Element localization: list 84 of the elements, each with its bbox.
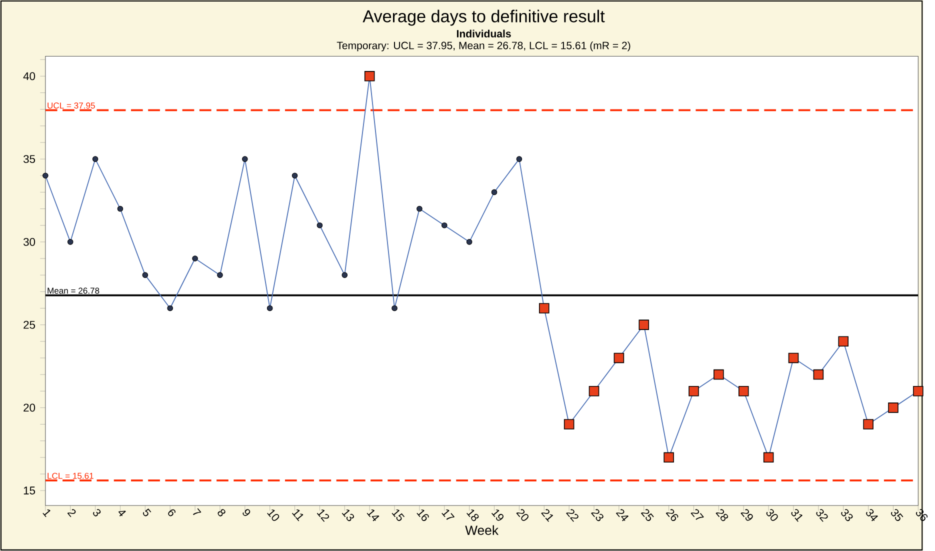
point [688, 386, 699, 396]
x-tick-label: 5 [142, 508, 152, 516]
x-tick-label: 10 [267, 509, 280, 521]
chart-subtitle: Individuals [456, 30, 511, 38]
x-tick-label: 34 [866, 509, 878, 522]
y-tick-label: 30 [23, 238, 36, 246]
x-tick-label: 12 [316, 510, 330, 522]
x-tick-label: 35 [891, 509, 904, 522]
x-tick-label: 31 [791, 509, 802, 522]
point [491, 189, 498, 196]
x-tick-label: 18 [466, 509, 479, 522]
ref-line-label: UCL = 37.95 [48, 102, 95, 109]
x-tick-label: 15 [392, 509, 405, 522]
point [42, 172, 48, 179]
point [913, 386, 924, 396]
x-tick-label: 33 [841, 509, 853, 522]
x-tick-label: 2 [67, 509, 76, 518]
y-tick-label: 20 [24, 404, 36, 412]
x-tick-label: 7 [192, 508, 202, 516]
x-tick-label: 3 [93, 509, 101, 516]
point [92, 156, 98, 162]
point [167, 305, 173, 312]
x-tick-label: 22 [566, 509, 578, 522]
x-tick-label: 17 [442, 509, 455, 520]
point [539, 303, 550, 314]
x-axis-title: Week [465, 525, 499, 536]
point [714, 369, 724, 380]
point [516, 156, 522, 162]
point [466, 239, 472, 245]
x-tick-label: 24 [616, 509, 629, 522]
point [316, 222, 323, 228]
point [788, 352, 799, 364]
point [416, 206, 422, 212]
point [292, 172, 298, 179]
ref-line-label: Mean = 26.78 [48, 288, 100, 294]
point [738, 386, 749, 396]
point [638, 320, 650, 330]
point [614, 352, 624, 364]
point [888, 402, 898, 413]
x-tick-label: 13 [342, 509, 354, 522]
point [763, 452, 774, 463]
x-tick-label: 29 [740, 509, 753, 521]
point [364, 71, 375, 82]
point [564, 419, 574, 430]
point [838, 336, 849, 347]
x-tick-label: 21 [541, 509, 554, 522]
y-tick-label: 15 [24, 486, 36, 495]
point [217, 272, 223, 278]
point [342, 272, 348, 278]
point [192, 256, 198, 262]
x-tick-label: 25 [640, 509, 654, 522]
x-tick-label: 16 [416, 509, 429, 522]
x-tick-label: 8 [218, 509, 226, 516]
point [242, 156, 248, 162]
point [142, 272, 148, 278]
x-tick-label: 23 [591, 509, 604, 522]
point [392, 305, 398, 312]
y-tick-label: 40 [23, 72, 36, 80]
x-tick-label: 27 [690, 509, 704, 520]
point [117, 206, 124, 212]
x-tick-label: 26 [666, 509, 678, 522]
x-tick-label: 32 [816, 509, 828, 522]
point [863, 419, 874, 430]
point [67, 239, 74, 245]
text: Temporary: UCL = 37.95, Mean = 26.78, LCL = 15.61 (mR = 2) [336, 42, 630, 52]
x-tick-label: 6 [168, 509, 176, 516]
point [813, 369, 824, 380]
x-tick-label: 30 [766, 509, 778, 521]
ref-line-label: LCL = 15.61 [48, 472, 94, 479]
point [442, 222, 448, 228]
x-tick-label: 19 [491, 509, 504, 521]
x-tick-label: 1 [42, 509, 50, 518]
point [266, 305, 273, 312]
x-tick-label: 4 [118, 510, 126, 516]
x-tick-label: 14 [366, 509, 380, 522]
y-tick-label: 25 [24, 320, 36, 329]
y-tick-label: 35 [23, 155, 36, 164]
x-tick-label: 28 [716, 509, 728, 522]
point [664, 452, 674, 463]
x-tick-label: 11 [292, 509, 304, 522]
point [588, 386, 600, 396]
x-tick-label: 20 [516, 509, 528, 521]
chart-title: Average days to definitive result [362, 10, 605, 26]
x-tick-label: 9 [242, 509, 250, 516]
